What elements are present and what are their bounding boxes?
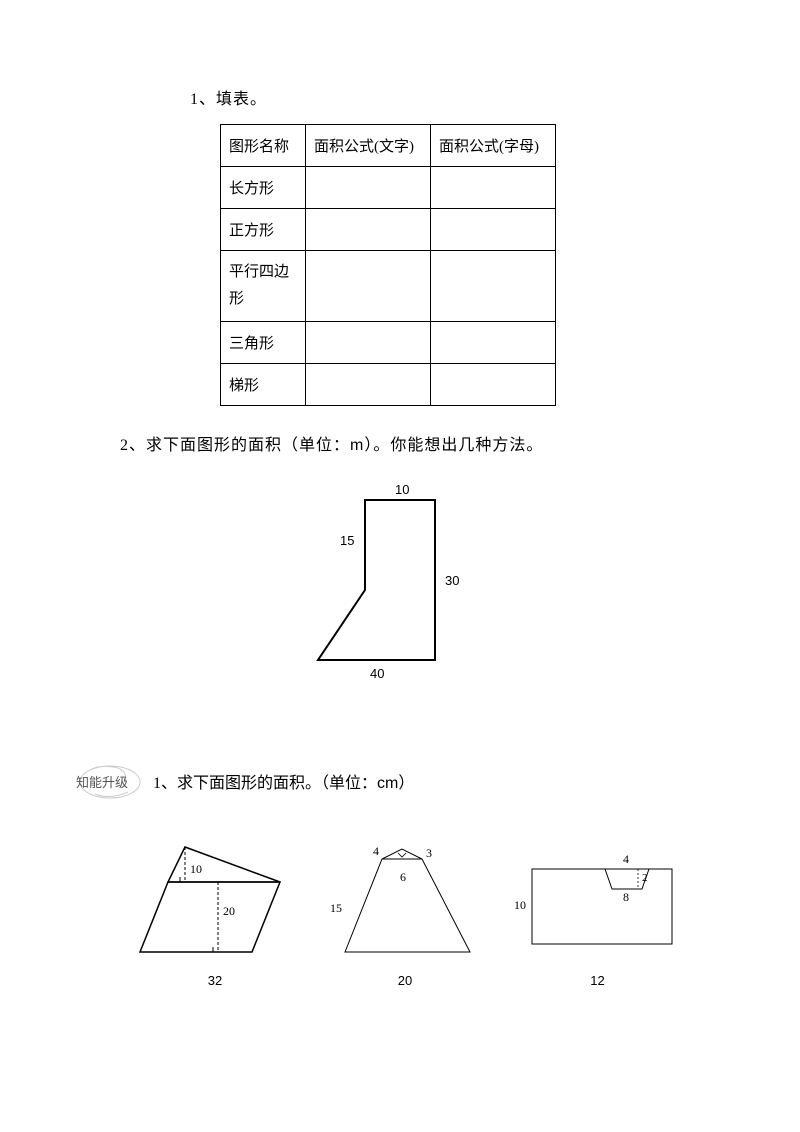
th-shape: 图形名称 [221,125,306,167]
figures-row: 10 20 32 4 3 6 15 20 4 2 8 10 [130,837,680,988]
cell-letter[interactable] [431,209,556,251]
figA-base: 32 [130,973,300,988]
figB-tr: 3 [426,846,432,860]
figC-left: 10 [514,898,526,912]
cell-letter[interactable] [431,167,556,209]
th-formula-letter: 面积公式(字母) [431,125,556,167]
badge-text: 知能升级 [76,772,128,791]
cell-shape: 平行四边 形 [221,251,306,322]
table-header-row: 图形名称 面积公式(文字) 面积公式(字母) [221,125,556,167]
q2-title-post: ）。你能想出几种方法。 [364,437,543,454]
cell-shape: 正方形 [221,209,306,251]
q2-title-pre: 2、求下面图形的面积（单位： [120,437,350,454]
figure-a: 10 20 32 [130,837,300,988]
s2-unit: cm [377,775,398,792]
table-row: 长方形 [221,167,556,209]
table-row: 正方形 [221,209,556,251]
badge-upgrade: 知能升级 [70,760,145,802]
figB-base: 20 [330,973,480,988]
cell-letter[interactable] [431,364,556,406]
figB-mid: 6 [400,870,406,884]
cell-letter[interactable] [431,251,556,322]
fig1-label-left: 15 [340,533,354,548]
cell-text[interactable] [306,322,431,364]
cell-text[interactable] [306,251,431,322]
cell-shape: 三角形 [221,322,306,364]
figure-c: 4 2 8 10 12 [510,847,685,988]
fig1-label-top: 10 [395,482,409,497]
figA-h1: 10 [190,862,202,876]
q2-title: 2、求下面图形的面积（单位：m）。你能想出几种方法。 [120,431,680,455]
fig1-label-right: 30 [445,573,459,588]
figB-outer [345,849,470,952]
figC-base: 12 [510,973,685,988]
section2-title: 1、求下面图形的面积。（单位：cm） [153,769,414,793]
cell-shape: 梯形 [221,364,306,406]
cell-text[interactable] [306,209,431,251]
table-row: 三角形 [221,322,556,364]
figC-top: 4 [623,852,629,866]
figure-b: 4 3 6 15 20 [330,837,480,988]
q2-unit: m [350,437,364,454]
section-2-header: 知能升级 1、求下面图形的面积。（单位：cm） [70,760,680,802]
figA-h2: 20 [223,904,235,918]
s2-title-pre: 1、求下面图形的面积。（单位： [153,775,377,792]
table-row: 梯形 [221,364,556,406]
figC-h: 2 [642,872,648,884]
fig1-label-bottom: 40 [370,666,384,681]
formula-table: 图形名称 面积公式(文字) 面积公式(字母) 长方形 正方形 平行四边 形 三角… [220,124,556,406]
figB-tl: 4 [373,844,379,858]
figC-rect [532,869,672,944]
th-formula-text: 面积公式(文字) [306,125,431,167]
table-row: 平行四边 形 [221,251,556,322]
cell-text[interactable] [306,167,431,209]
figA-parallelogram [140,882,280,952]
cell-text[interactable] [306,364,431,406]
cell-letter[interactable] [431,322,556,364]
figB-height: 15 [330,901,342,915]
figure-1: 10 15 30 40 [280,480,680,690]
figC-inner: 8 [623,890,629,904]
cell-shape: 长方形 [221,167,306,209]
figB-apex-mark [398,853,406,857]
fig1-path [318,500,435,660]
s2-title-post: ） [398,775,414,792]
q1-title: 1、填表。 [190,85,680,109]
